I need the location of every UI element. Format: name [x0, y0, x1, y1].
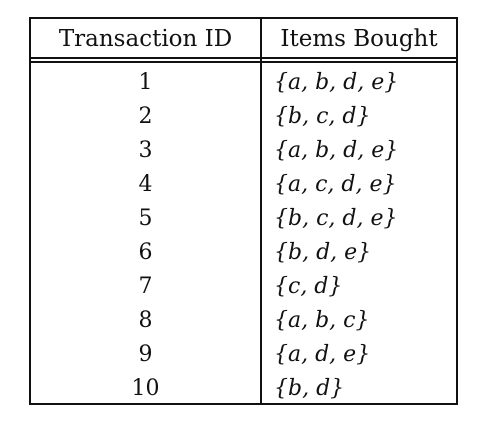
items-bought-cell: {b, d, e}: [274, 240, 372, 265]
transaction-id-cell: 1: [138, 70, 153, 95]
table-row: 3 {a, b, d, e}: [31, 134, 456, 168]
transaction-id-cell: 3: [138, 138, 153, 163]
header-items-bought: Items Bought: [280, 26, 438, 52]
column-divider: [260, 19, 262, 403]
table-row: 4 {a, c, d, e}: [31, 168, 456, 202]
items-bought-cell: {a, b, d, e}: [274, 138, 399, 163]
items-bought-cell: {b, c, d}: [274, 104, 371, 129]
items-bought-cell: {a, d, e}: [274, 342, 371, 367]
table-row: 6 {b, d, e}: [31, 236, 456, 270]
transaction-id-cell: 9: [138, 342, 153, 367]
table-row: 1 {a, b, d, e}: [31, 66, 456, 100]
table-row: 2 {b, c, d}: [31, 100, 456, 134]
transaction-id-cell: 7: [138, 274, 153, 299]
items-bought-cell: {a, c, d, e}: [274, 172, 397, 197]
items-bought-cell: {b, c, d, e}: [274, 206, 398, 231]
transaction-id-cell: 5: [138, 206, 153, 231]
transaction-id-cell: 2: [138, 104, 153, 129]
header-transaction-id: Transaction ID: [58, 26, 233, 52]
table-row: 8 {a, b, c}: [31, 304, 456, 338]
table-row: 10 {b, d}: [31, 372, 456, 406]
transaction-id-cell: 4: [138, 172, 153, 197]
transaction-id-cell: 8: [138, 308, 153, 333]
header-double-rule: [31, 61, 456, 63]
transaction-id-cell: 6: [138, 240, 153, 265]
items-bought-cell: {c, d}: [274, 274, 343, 299]
items-bought-cell: {b, d}: [274, 376, 345, 401]
items-bought-cell: {a, b, c}: [274, 308, 370, 333]
items-bought-cell: {a, b, d, e}: [274, 70, 399, 95]
transaction-id-cell: 10: [131, 376, 160, 401]
transactions-table: Transaction ID Items Bought 1 {a, b, d, …: [29, 17, 458, 405]
table-row: 5 {b, c, d, e}: [31, 202, 456, 236]
table-body: 1 {a, b, d, e} 2 {b, c, d} 3 {a, b, d, e…: [31, 66, 456, 406]
table-row: 9 {a, d, e}: [31, 338, 456, 372]
table-header: Transaction ID Items Bought: [31, 19, 456, 59]
table-row: 7 {c, d}: [31, 270, 456, 304]
